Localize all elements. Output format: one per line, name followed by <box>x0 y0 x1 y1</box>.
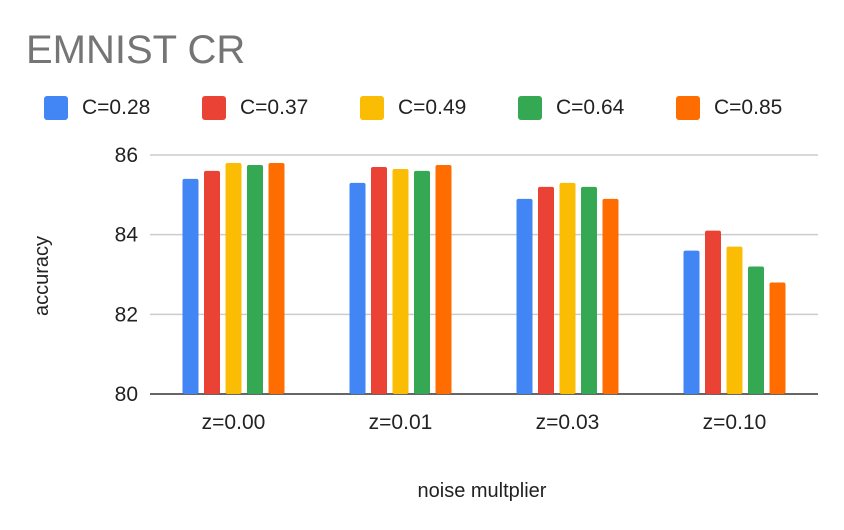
legend-swatch <box>44 96 68 120</box>
bar <box>559 182 576 394</box>
bar <box>683 250 700 394</box>
legend-label: C=0.64 <box>556 96 625 119</box>
legend-item: C=0.64 <box>518 93 624 123</box>
legend-item: C=0.37 <box>202 93 308 123</box>
bar <box>435 164 452 394</box>
bar <box>204 170 220 394</box>
bar <box>247 164 263 394</box>
legend-swatch <box>676 96 700 120</box>
y-tick-label: 82 <box>115 303 138 326</box>
chart-title: EMNIST CR <box>26 28 246 72</box>
legend-label: C=0.85 <box>714 96 783 119</box>
bar <box>392 168 409 394</box>
legend-item: C=0.85 <box>676 93 782 123</box>
y-tick-label: 80 <box>115 383 138 406</box>
bar <box>726 246 743 394</box>
y-tick-labels: 80 82 84 86 <box>115 144 139 406</box>
bar <box>268 162 285 394</box>
x-tick-label: z=0.03 <box>536 411 600 434</box>
x-axis-title: noise multplier <box>418 480 547 502</box>
bar <box>182 178 199 394</box>
bar <box>516 198 533 394</box>
bar <box>581 186 597 394</box>
legend-swatch <box>202 96 226 120</box>
bar <box>602 198 619 394</box>
legend-swatch <box>518 96 542 120</box>
y-axis-title: accuracy <box>31 236 53 316</box>
bars <box>182 162 786 394</box>
legend-item: C=0.49 <box>360 93 466 123</box>
legend-label: C=0.28 <box>82 96 151 119</box>
bar <box>769 282 786 394</box>
legend-item: C=0.28 <box>44 93 150 123</box>
bar <box>705 230 721 394</box>
y-tick-label: 86 <box>115 144 138 167</box>
x-tick-label: z=0.00 <box>202 411 266 434</box>
bar <box>225 162 242 394</box>
legend-label: C=0.37 <box>240 96 309 119</box>
bar <box>414 170 430 394</box>
bar <box>748 266 764 394</box>
legend-swatch <box>360 96 384 120</box>
x-tick-labels: z=0.00 z=0.01 z=0.03 z=0.10 <box>202 411 767 434</box>
x-tick-label: z=0.10 <box>703 411 767 434</box>
bar <box>371 166 387 394</box>
y-tick-label: 84 <box>115 224 139 247</box>
bar <box>349 182 366 394</box>
x-tick-label: z=0.01 <box>369 411 433 434</box>
legend-label: C=0.49 <box>398 96 467 119</box>
bar <box>538 186 554 394</box>
